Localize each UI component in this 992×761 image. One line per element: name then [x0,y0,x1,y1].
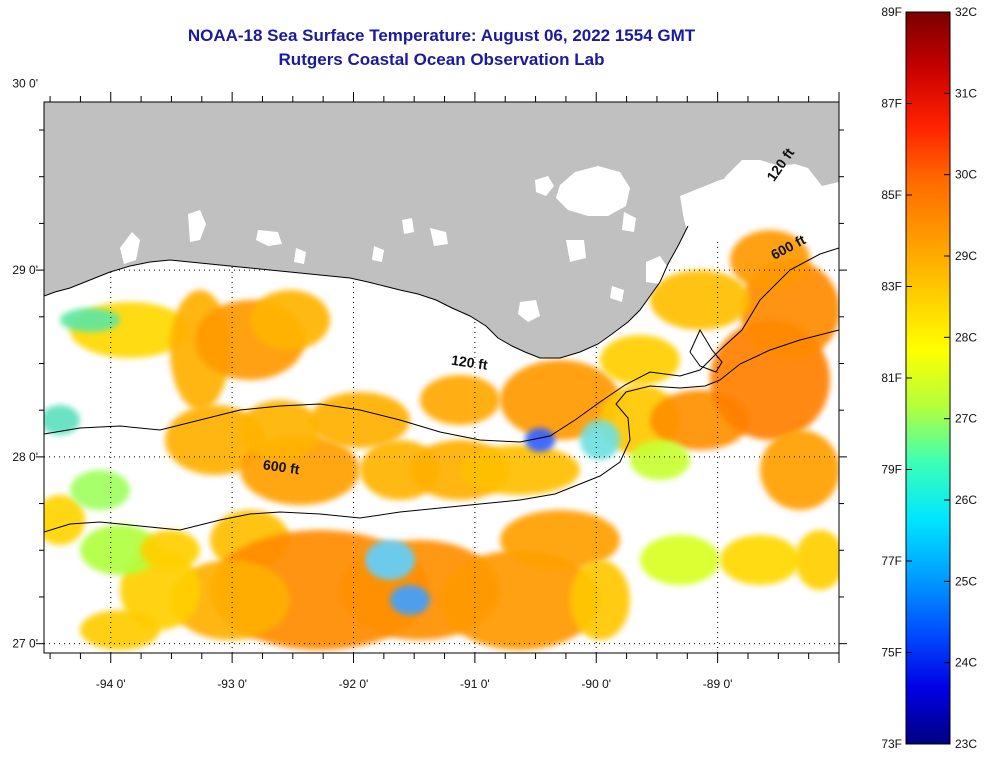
sst-patch [730,230,810,290]
contour-600ft-west [44,329,839,533]
colorbar-c-label: 24C [955,656,977,670]
longitude-label: -92 0' [339,677,369,691]
colorbar-f-label: 89F [881,5,902,19]
sst-patch [420,375,500,425]
map-frame [43,101,840,654]
sst-patch [140,530,200,570]
sst-patch [760,430,839,510]
sst-patch [80,610,160,650]
colorbar-c-label: 26C [955,493,977,507]
sst-patch [44,495,85,545]
colorbar-c-label: 30C [955,168,977,182]
colorbar-gradient [905,11,951,745]
sst-patch [80,525,160,575]
colorbar-fahrenheit-labels: 89F 87F 85F 83F 81F 79F 77F 75F 73F [881,5,912,751]
sst-patch [240,400,320,460]
contour-label: 120 ft [450,352,489,373]
longitude-label: -94 0' [96,677,126,691]
sst-patch [390,585,430,615]
longitude-label: -89 0' [703,677,733,691]
longitude-label: -90 0' [581,677,611,691]
longitude-label: -93 0' [217,677,247,691]
bathymetry-contours [44,247,839,533]
colorbar-c-label: 28C [955,330,977,344]
colorbar-celsius-labels: 32C 31C 30C 29C 28C 27C 26C 25C 24C 23C [944,5,977,751]
colorbar-c-label: 32C [955,5,977,19]
sst-patch [500,360,620,440]
colorbar-c-label: 23C [955,737,977,751]
sst-patch [640,535,720,585]
colorbar-c-label: 27C [955,412,977,426]
latitude-label: 27 0' [12,637,38,651]
latitude-labels: 30 0' 29 0' 28 0' 27 0' [12,76,38,650]
coastline [44,225,723,373]
sst-patch [525,428,555,452]
sst-patch [44,405,80,435]
sst-patch [60,308,120,332]
sst-patch [580,420,620,460]
title-block: NOAA-18 Sea Surface Temperature: August … [44,24,839,72]
inland-water [120,166,810,322]
colorbar-f-label: 73F [881,737,902,751]
colorbar: 89F 87F 85F 83F 81F 79F 77F 75F 73F 32C 31C 30C 29C… [881,5,977,751]
sst-data-layer [44,230,839,650]
sst-patch [600,335,680,385]
sst-patch [70,470,130,510]
subtitle: Rutgers Coastal Ocean Observation Lab [278,50,605,69]
map-ticks [36,92,847,663]
colorbar-f-label: 79F [881,463,902,477]
colorbar-c-label: 25C [955,574,977,588]
sst-patch [250,290,330,350]
colorbar-f-label: 87F [881,97,902,111]
main-title: NOAA-18 Sea Surface Temperature: August … [187,26,696,45]
sst-patch [795,530,839,590]
sst-patch [570,560,630,640]
latitude-label: 30 0' [12,76,38,90]
sst-patch [310,392,410,448]
colorbar-f-label: 81F [881,371,902,385]
sst-patch [500,510,620,570]
colorbar-f-label: 77F [881,554,902,568]
land-mass [44,102,839,358]
sst-patch [170,560,290,640]
colorbar-c-label: 31C [955,86,977,100]
colorbar-f-label: 75F [881,646,902,660]
map-plot-area [44,102,839,653]
sst-patch [460,445,580,495]
sst-patch [630,440,690,480]
contour-label: 600 ft [262,456,301,477]
sst-patch [720,535,800,585]
sst-patch [365,540,415,580]
latitude-label: 29 0' [12,263,38,277]
latitude-label: 28 0' [12,450,38,464]
colorbar-f-label: 83F [881,280,902,294]
colorbar-f-label: 85F [881,188,902,202]
sst-patch [440,550,600,650]
graticule [44,102,839,653]
longitude-label: -91 0' [460,677,490,691]
sst-patch [650,270,750,330]
longitude-labels: -94 0' -93 0' -92 0' -91 0' -90 0' -89 0' [96,677,733,691]
colorbar-c-label: 29C [955,249,977,263]
contour-120ft-west [44,247,839,443]
